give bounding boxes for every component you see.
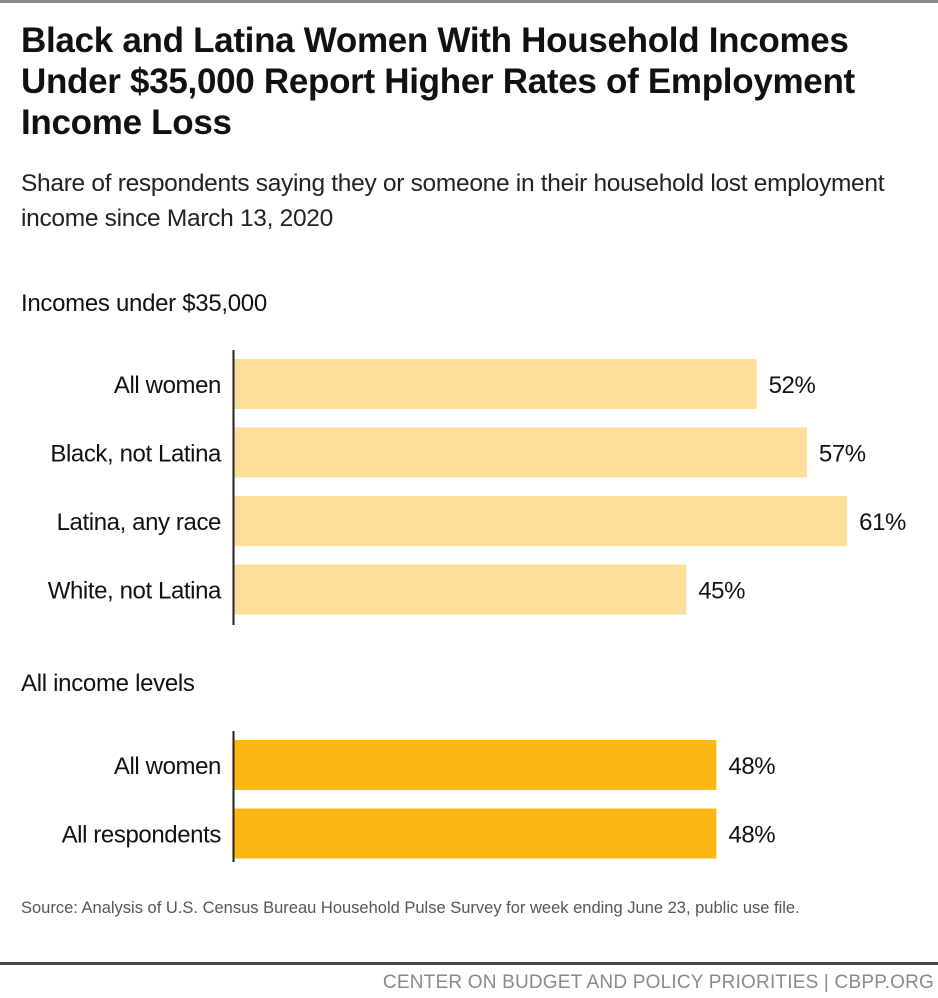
category-label: White, not Latina (48, 578, 222, 605)
value-label: 48% (728, 753, 775, 780)
bar-0-3 (233, 564, 687, 615)
value-label: 52% (769, 372, 816, 399)
category-label: All women (114, 753, 221, 780)
bar-0-1 (233, 427, 807, 478)
category-label: All respondents (62, 822, 222, 849)
chart-title: Black and Latina Women With Household In… (21, 21, 855, 142)
bar-chart: All women 52% Black, not Latina 57% Latina, … (48, 350, 906, 862)
footer-divider (0, 962, 938, 965)
bar-1-1 (233, 808, 717, 859)
source-note: Source: Analysis of U.S. Census Bureau H… (21, 899, 800, 917)
group-title-low-income: Incomes under $35,000 (21, 290, 267, 317)
top-border (0, 0, 938, 3)
category-label: Black, not Latina (50, 441, 222, 468)
value-label: 61% (859, 509, 906, 536)
footer-org: CENTER ON BUDGET AND POLICY PRIORITIES |… (382, 972, 934, 993)
category-label: Latina, any race (57, 509, 221, 536)
bar-0-0 (233, 359, 757, 409)
chart-subtitle: Share of respondents saying they or some… (21, 170, 885, 232)
group-title-all-incomes: All income levels (21, 670, 195, 697)
bar-1-0 (233, 740, 717, 790)
value-label: 57% (819, 441, 866, 468)
category-label: All women (114, 372, 221, 399)
bar-0-2 (233, 496, 848, 546)
value-label: 48% (728, 822, 775, 849)
value-label: 45% (698, 578, 745, 605)
